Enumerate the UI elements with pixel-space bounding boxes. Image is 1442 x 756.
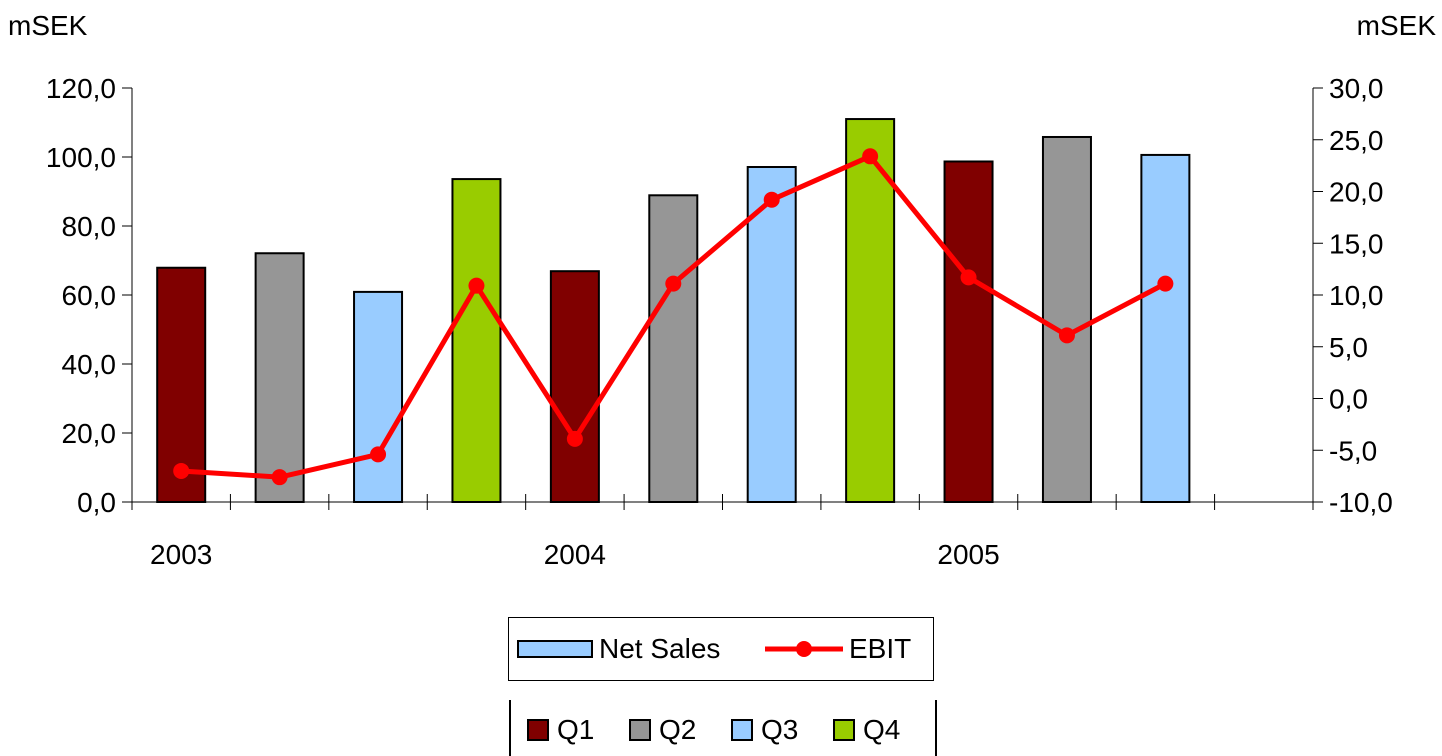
ebit-point [370, 446, 387, 463]
legend-label-ebit: EBIT [849, 633, 912, 664]
right-tick-label: 15,0 [1329, 228, 1384, 259]
ebit-point [468, 277, 485, 294]
legend-item-net-sales: Net Sales [517, 618, 720, 680]
net-sales-bar [746, 166, 797, 503]
legend-item-q4: Q4 [833, 710, 900, 750]
legend-label-q3: Q3 [761, 714, 799, 745]
ebit-point [862, 148, 879, 165]
legend-item-q2: Q2 [629, 710, 696, 750]
legend-label-q1: Q1 [557, 714, 595, 745]
net-sales-bar [254, 252, 305, 503]
legend-item-ebit: EBIT [763, 618, 911, 680]
right-tick-label: 0,0 [1329, 384, 1368, 415]
q4-swatch [833, 719, 855, 741]
right-tick-label: -5,0 [1329, 435, 1377, 466]
net-sales-bar [648, 194, 699, 503]
q3-swatch [731, 719, 753, 741]
year-label: 2005 [937, 539, 999, 570]
left-tick-label: 100,0 [46, 142, 116, 173]
legend-label-net-sales: Net Sales [599, 633, 721, 664]
ebit-point [763, 191, 780, 208]
net-sales-bar [353, 290, 404, 503]
right-tick-label: 30,0 [1329, 73, 1384, 104]
ebit-point [1058, 327, 1075, 344]
legend-label-q2: Q2 [659, 714, 697, 745]
q2-swatch [629, 719, 651, 741]
left-axis-unit: mSEK [8, 10, 88, 41]
ebit-point [566, 430, 583, 447]
left-tick-label: 0,0 [77, 487, 116, 518]
net-sales-bar [451, 178, 502, 504]
left-tick-label: 40,0 [62, 349, 117, 380]
ebit-point [173, 462, 190, 479]
ebit-point [665, 275, 682, 292]
net-sales-swatch [517, 640, 593, 658]
right-tick-label: 20,0 [1329, 177, 1384, 208]
left-tick-label: 20,0 [62, 418, 117, 449]
ebit-point [1157, 275, 1174, 292]
legend-item-q3: Q3 [731, 710, 798, 750]
year-label: 2003 [150, 539, 212, 570]
net-sales-bar [549, 270, 600, 503]
left-tick-label: 120,0 [46, 73, 116, 104]
q1-swatch [527, 719, 549, 741]
ebit-line-swatch [765, 641, 843, 657]
right-tick-label: 10,0 [1329, 280, 1384, 311]
quarter-legend: Q1 Q2 Q3 Q4 [509, 700, 937, 756]
net-sales-bar [1140, 153, 1191, 503]
ebit-point [960, 269, 977, 286]
net-sales-bar [943, 160, 994, 504]
year-label: 2004 [544, 539, 606, 570]
legend-label-q4: Q4 [863, 714, 901, 745]
ebit-point [271, 469, 288, 486]
left-tick-label: 80,0 [62, 211, 117, 242]
legend-item-q1: Q1 [527, 710, 594, 750]
series-legend: Net Sales EBIT [508, 617, 934, 681]
net-sales-bar [845, 118, 896, 504]
chart-plot: 0,0 20,0 40,0 60,0 80,0 100,0 120,0 -10,0 -5,0 0,… [46, 73, 1393, 570]
right-tick-label: 25,0 [1329, 125, 1384, 156]
right-tick-label: 5,0 [1329, 332, 1368, 363]
left-tick-label: 60,0 [62, 280, 117, 311]
right-axis-unit: mSEK [1356, 10, 1436, 41]
net-sales-bar [1041, 135, 1092, 504]
right-tick-label: -10,0 [1329, 487, 1393, 518]
